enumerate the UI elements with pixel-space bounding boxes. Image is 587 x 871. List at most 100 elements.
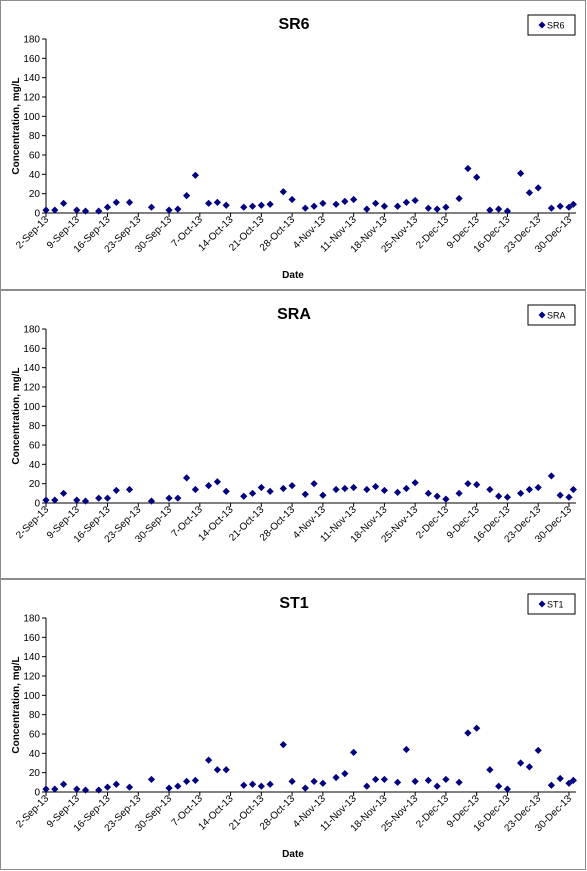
data-point [556, 774, 564, 783]
data-point [222, 487, 230, 495]
data-point [411, 196, 419, 205]
data-point [103, 783, 112, 791]
data-point [213, 766, 221, 774]
data-point [319, 779, 327, 787]
data-point [112, 780, 120, 788]
chart-title: SR6 [278, 16, 309, 33]
y-axis-title: Concentration, mg/L [11, 656, 22, 753]
data-point [266, 200, 274, 208]
legend-label: SR6 [547, 21, 565, 31]
data-point [205, 199, 213, 207]
data-point [473, 724, 481, 732]
data-point [565, 493, 573, 501]
y-tick-label: 20 [29, 479, 41, 490]
legend-label: ST1 [547, 600, 564, 610]
data-point [213, 198, 221, 206]
y-tick-label: 60 [29, 730, 41, 741]
data-point [266, 487, 274, 495]
data-point [279, 484, 287, 493]
data-point [205, 482, 213, 490]
y-tick-label: 140 [23, 73, 40, 84]
data-point [380, 486, 388, 495]
y-axis-title: Concentration, mg/L [11, 367, 22, 464]
y-tick-label: 120 [23, 93, 40, 104]
series-points [42, 164, 577, 215]
data-point [81, 207, 90, 215]
data-point [464, 164, 472, 173]
x-axis-title: Date [282, 849, 304, 860]
data-point [534, 483, 542, 492]
data-point [547, 781, 555, 789]
data-point [464, 480, 472, 488]
y-tick-label: 140 [23, 363, 40, 374]
y-tick-label: 20 [29, 189, 41, 200]
data-point [165, 206, 173, 214]
data-point [174, 782, 182, 790]
data-point [503, 493, 512, 501]
data-point [240, 492, 248, 500]
data-point [402, 745, 410, 754]
y-tick-label: 40 [29, 170, 41, 181]
data-point [424, 204, 432, 212]
data-point [205, 756, 213, 764]
data-point [103, 203, 112, 211]
y-tick-label: 180 [23, 614, 40, 625]
data-point [569, 485, 577, 494]
y-tick-label: 180 [23, 35, 40, 46]
y-tick-label: 120 [23, 672, 40, 683]
data-point [183, 192, 191, 200]
chart-panel-sra: SRA SRA 0 20 40 60 80 100 120 140 160 180 2-Sep-13 9-… [0, 290, 586, 579]
data-point [147, 775, 156, 784]
chart-panel-st1: ST1 ST1 0 20 40 60 80 100 120 140 160 180 2-Sep-13 9-… [0, 579, 586, 870]
y-tick-label: 160 [23, 54, 40, 65]
data-point [517, 759, 525, 767]
data-point [332, 773, 340, 782]
y-tick-label: 60 [29, 151, 41, 162]
data-point [517, 169, 525, 177]
data-point [380, 202, 388, 210]
data-point [288, 482, 296, 490]
data-point [455, 194, 463, 203]
y-tick-label: 40 [29, 749, 41, 760]
legend: SRA [527, 304, 576, 326]
data-point [393, 202, 402, 210]
data-point [191, 171, 200, 179]
legend-marker [538, 600, 546, 608]
data-point [569, 200, 577, 208]
data-point [59, 199, 68, 207]
data-point [517, 489, 525, 497]
y-tick-label: 0 [34, 788, 40, 799]
legend-box [527, 304, 576, 326]
data-point [350, 195, 358, 204]
data-point [310, 202, 318, 210]
data-point [547, 472, 555, 480]
y-tick-label: 140 [23, 652, 40, 663]
series-points [42, 724, 577, 794]
data-point [301, 784, 309, 792]
data-point [380, 775, 388, 784]
data-point [125, 485, 134, 494]
data-point [372, 482, 380, 491]
data-point [455, 778, 463, 786]
data-point [534, 184, 542, 192]
y-tick-label: 80 [29, 710, 41, 721]
legend-label: SRA [547, 311, 566, 321]
chart-svg: SR6 SR60204060801001201401601802-Sep-139-… [11, 14, 577, 281]
legend-box [527, 593, 576, 615]
data-point [95, 494, 103, 502]
legend-box [527, 14, 576, 36]
data-point [51, 206, 59, 214]
y-tick-label: 160 [23, 633, 40, 644]
data-point [59, 780, 68, 788]
data-point [411, 777, 419, 785]
chart-svg: ST1 ST10204060801001201401601802-Sep-139-… [11, 593, 577, 860]
data-point [363, 782, 371, 790]
legend-marker [538, 21, 546, 29]
data-point [495, 205, 503, 213]
data-point [486, 766, 494, 774]
data-point [248, 780, 257, 788]
y-tick-label: 80 [29, 421, 41, 432]
data-point [556, 202, 564, 210]
data-point [191, 485, 200, 494]
y-tick-label: 100 [23, 691, 40, 702]
